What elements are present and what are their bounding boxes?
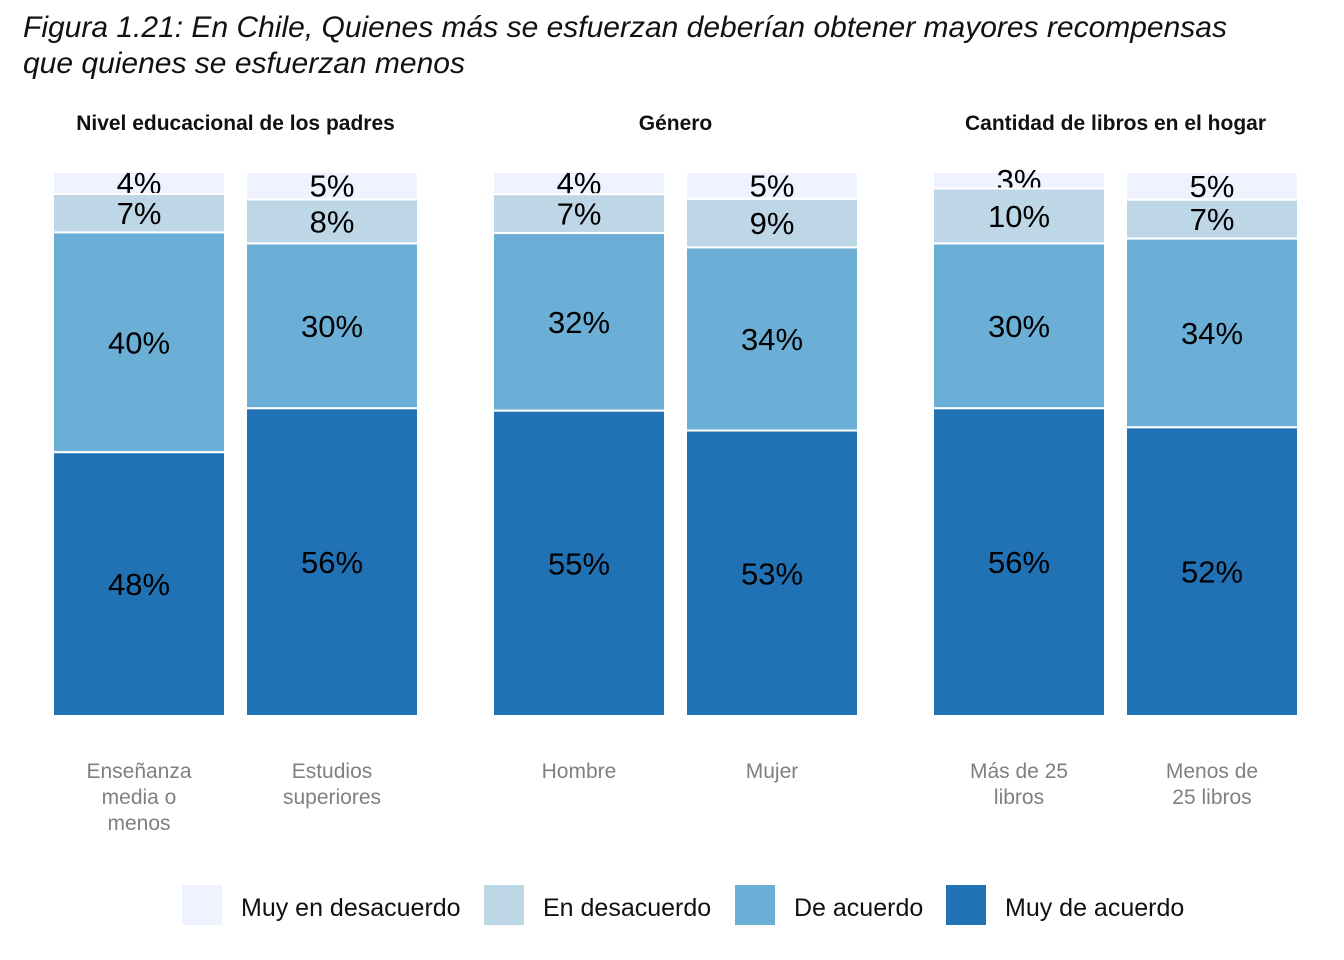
legend-swatch — [182, 885, 222, 925]
data-label: 56% — [301, 545, 363, 580]
chart-title-line-1: Figura 1.21: En Chile, Quienes más se es… — [23, 11, 1227, 44]
bar-segment-de-acuerdo — [492, 232, 666, 412]
data-label: 5% — [310, 169, 355, 204]
data-label: 9% — [750, 206, 795, 241]
data-label: 5% — [750, 168, 795, 203]
data-label: 34% — [1181, 316, 1243, 351]
data-label: 55% — [548, 546, 610, 581]
category-label: menos — [107, 812, 170, 835]
data-label: 52% — [1181, 555, 1243, 590]
bar-segment-en-desacuerdo — [492, 193, 666, 235]
bar-segment-muy-de-acuerdo — [1125, 426, 1299, 717]
data-label: 32% — [548, 305, 610, 340]
data-label: 30% — [301, 309, 363, 344]
chart-title: Figura 1.21: En Chile, Quienes más se es… — [23, 10, 1333, 82]
bar-segment-muy-en-desacuerdo — [245, 171, 419, 201]
bar-segment-de-acuerdo — [932, 242, 1106, 410]
category-label: libros — [994, 786, 1044, 809]
bar-segment-en-desacuerdo — [52, 192, 226, 234]
data-label: 7% — [117, 196, 162, 231]
chart-title-line-2: que quienes se esfuerzan menos — [23, 47, 465, 80]
bar-segment-muy-de-acuerdo — [685, 429, 859, 717]
bar-segment-muy-de-acuerdo — [492, 409, 666, 717]
panel-title-3: Cantidad de libros en el hogar — [965, 112, 1266, 135]
data-label: 34% — [741, 322, 803, 357]
data-label: 7% — [557, 197, 602, 232]
bar-segment-muy-en-desacuerdo — [1125, 171, 1299, 201]
legend-swatch — [735, 885, 775, 925]
legend-label: De acuerdo — [794, 894, 923, 922]
data-label: 10% — [988, 199, 1050, 234]
category-label: Hombre — [542, 760, 617, 783]
bar-segment-de-acuerdo — [52, 231, 226, 454]
data-label: 7% — [1190, 202, 1235, 237]
bar-segment-muy-de-acuerdo — [52, 451, 226, 717]
legend-label: En desacuerdo — [543, 894, 711, 922]
data-label: 48% — [108, 567, 170, 602]
data-label: 40% — [108, 325, 170, 360]
category-label: media o — [102, 786, 177, 809]
panel-title-1: Nivel educacional de los padres — [76, 112, 395, 135]
legend-swatch — [946, 885, 986, 925]
bar-segment-muy-de-acuerdo — [245, 407, 419, 717]
data-label: 8% — [310, 204, 355, 239]
data-label: 30% — [988, 309, 1050, 344]
data-label: 56% — [988, 545, 1050, 580]
category-label: Enseñanza — [86, 760, 191, 783]
category-label: Mujer — [746, 760, 799, 783]
legend-label: Muy de acuerdo — [1005, 894, 1184, 922]
legend-label: Muy en desacuerdo — [241, 894, 461, 922]
bar-segment-de-acuerdo — [685, 246, 859, 432]
bar-segment-en-desacuerdo — [1125, 198, 1299, 240]
category-label: 25 libros — [1172, 786, 1251, 809]
data-label: 5% — [1190, 169, 1235, 204]
category-label: Más de 25 — [970, 760, 1068, 783]
bar-segment-en-desacuerdo — [685, 197, 859, 249]
bar-segment-de-acuerdo — [1125, 237, 1299, 429]
category-label: superiores — [283, 786, 381, 809]
data-label: 53% — [741, 556, 803, 591]
legend-swatch — [484, 885, 524, 925]
category-label: Estudios — [292, 760, 373, 783]
category-label: Menos de — [1166, 760, 1258, 783]
bar-segment-muy-en-desacuerdo — [685, 171, 859, 200]
bar-segment-muy-de-acuerdo — [932, 407, 1106, 717]
panel-title-2: Género — [639, 112, 713, 135]
